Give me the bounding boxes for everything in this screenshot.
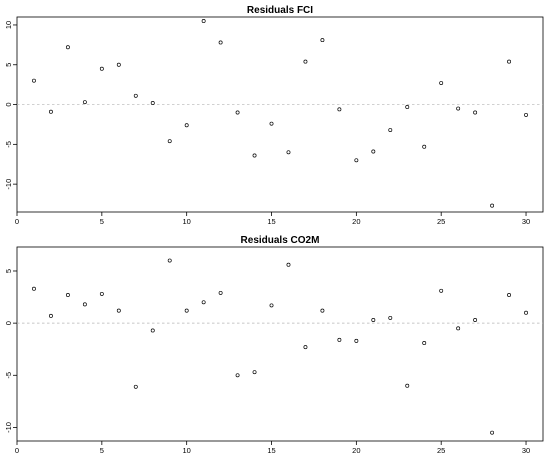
data-point (388, 315, 393, 320)
data-point (65, 45, 70, 50)
plot-frame-fci (16, 16, 544, 213)
data-point (184, 308, 189, 313)
y-tick-label: -10 (4, 179, 13, 190)
data-point (252, 153, 257, 158)
data-point (507, 293, 512, 297)
x-axis-fci: 0 5 10 15 20 25 30 (15, 212, 530, 226)
data-point (422, 144, 427, 149)
data-point (473, 318, 478, 322)
panel-residuals-fci: Residuals FCI 0 5 10 15 20 25 30 -10 -5 0 5 10 (4, 5, 544, 226)
data-point (507, 59, 512, 64)
data-point (405, 104, 410, 109)
data-point (133, 384, 138, 389)
data-point (303, 345, 308, 350)
y-tick-label: -10 (4, 422, 13, 433)
data-points-fci (32, 19, 528, 208)
x-tick-label: 25 (437, 446, 445, 455)
data-point (116, 62, 121, 67)
data-point (439, 288, 444, 293)
y-tick-label: -5 (4, 372, 13, 379)
data-point (235, 110, 240, 115)
data-point (184, 123, 189, 128)
data-point (337, 337, 342, 342)
data-point (48, 313, 53, 318)
x-tick-label: 5 (100, 446, 104, 455)
data-point (133, 93, 138, 98)
y-tick-label: -5 (4, 141, 13, 148)
data-point (116, 308, 121, 313)
x-axis-co2m: 0 5 10 15 20 25 30 (15, 441, 530, 455)
data-point (235, 373, 240, 378)
y-tick-label: 5 (4, 269, 13, 273)
data-point (371, 149, 376, 154)
x-tick-label: 10 (183, 217, 191, 226)
y-tick-label: 5 (4, 63, 13, 67)
data-point (388, 128, 393, 132)
x-tick-label: 5 (100, 217, 104, 226)
data-point (354, 158, 359, 163)
x-tick-label: 20 (352, 217, 360, 226)
data-point (473, 110, 478, 115)
data-point (150, 101, 155, 105)
data-point (490, 430, 495, 435)
panel-residuals-co2m: Residuals CO2M 0 5 10 15 20 25 30 -10 -5 0 5 (4, 235, 544, 455)
data-point (490, 203, 495, 208)
data-point (201, 300, 206, 305)
data-point (167, 258, 172, 263)
data-point (371, 318, 376, 322)
y-tick-label: 0 (4, 102, 13, 106)
plot-frame-co2m (16, 246, 544, 442)
data-point (456, 326, 461, 331)
x-tick-label: 30 (522, 446, 530, 455)
y-axis-fci: -10 -5 0 5 10 (4, 21, 17, 190)
y-tick-label: 10 (4, 21, 13, 29)
x-tick-label: 10 (183, 446, 191, 455)
chart-title-fci: Residuals FCI (247, 5, 313, 16)
x-tick-label: 15 (267, 446, 275, 455)
data-point (99, 291, 104, 296)
data-point (320, 38, 325, 43)
data-point (99, 66, 104, 71)
data-point (252, 370, 257, 375)
x-tick-label: 15 (267, 217, 275, 226)
data-point (456, 106, 461, 111)
data-point (150, 328, 155, 333)
data-point (218, 290, 223, 295)
data-point (303, 59, 308, 64)
data-point (320, 308, 325, 313)
x-tick-label: 0 (15, 446, 19, 455)
data-point (286, 150, 291, 155)
data-point (337, 107, 342, 112)
data-point (269, 121, 274, 126)
x-tick-label: 25 (437, 217, 445, 226)
y-tick-label: 0 (4, 321, 13, 325)
chart-title-co2m: Residuals CO2M (241, 235, 320, 246)
data-point (201, 19, 206, 23)
data-point (405, 383, 410, 388)
data-point (286, 262, 291, 267)
data-point (354, 338, 359, 343)
data-point (269, 303, 274, 308)
data-point (439, 81, 444, 86)
data-points-co2m (32, 258, 528, 435)
data-point (82, 302, 87, 307)
data-point (422, 341, 427, 345)
x-tick-label: 20 (352, 446, 360, 455)
data-point (524, 310, 528, 315)
data-point (48, 109, 53, 114)
x-tick-label: 0 (15, 217, 19, 226)
data-point (524, 112, 528, 117)
data-point (82, 100, 87, 105)
data-point (65, 293, 70, 297)
x-tick-label: 30 (522, 217, 530, 226)
data-point (32, 78, 36, 83)
y-axis-co2m: -10 -5 0 5 (4, 269, 17, 433)
data-point (218, 40, 223, 45)
data-point (32, 286, 36, 291)
data-point (167, 139, 172, 144)
